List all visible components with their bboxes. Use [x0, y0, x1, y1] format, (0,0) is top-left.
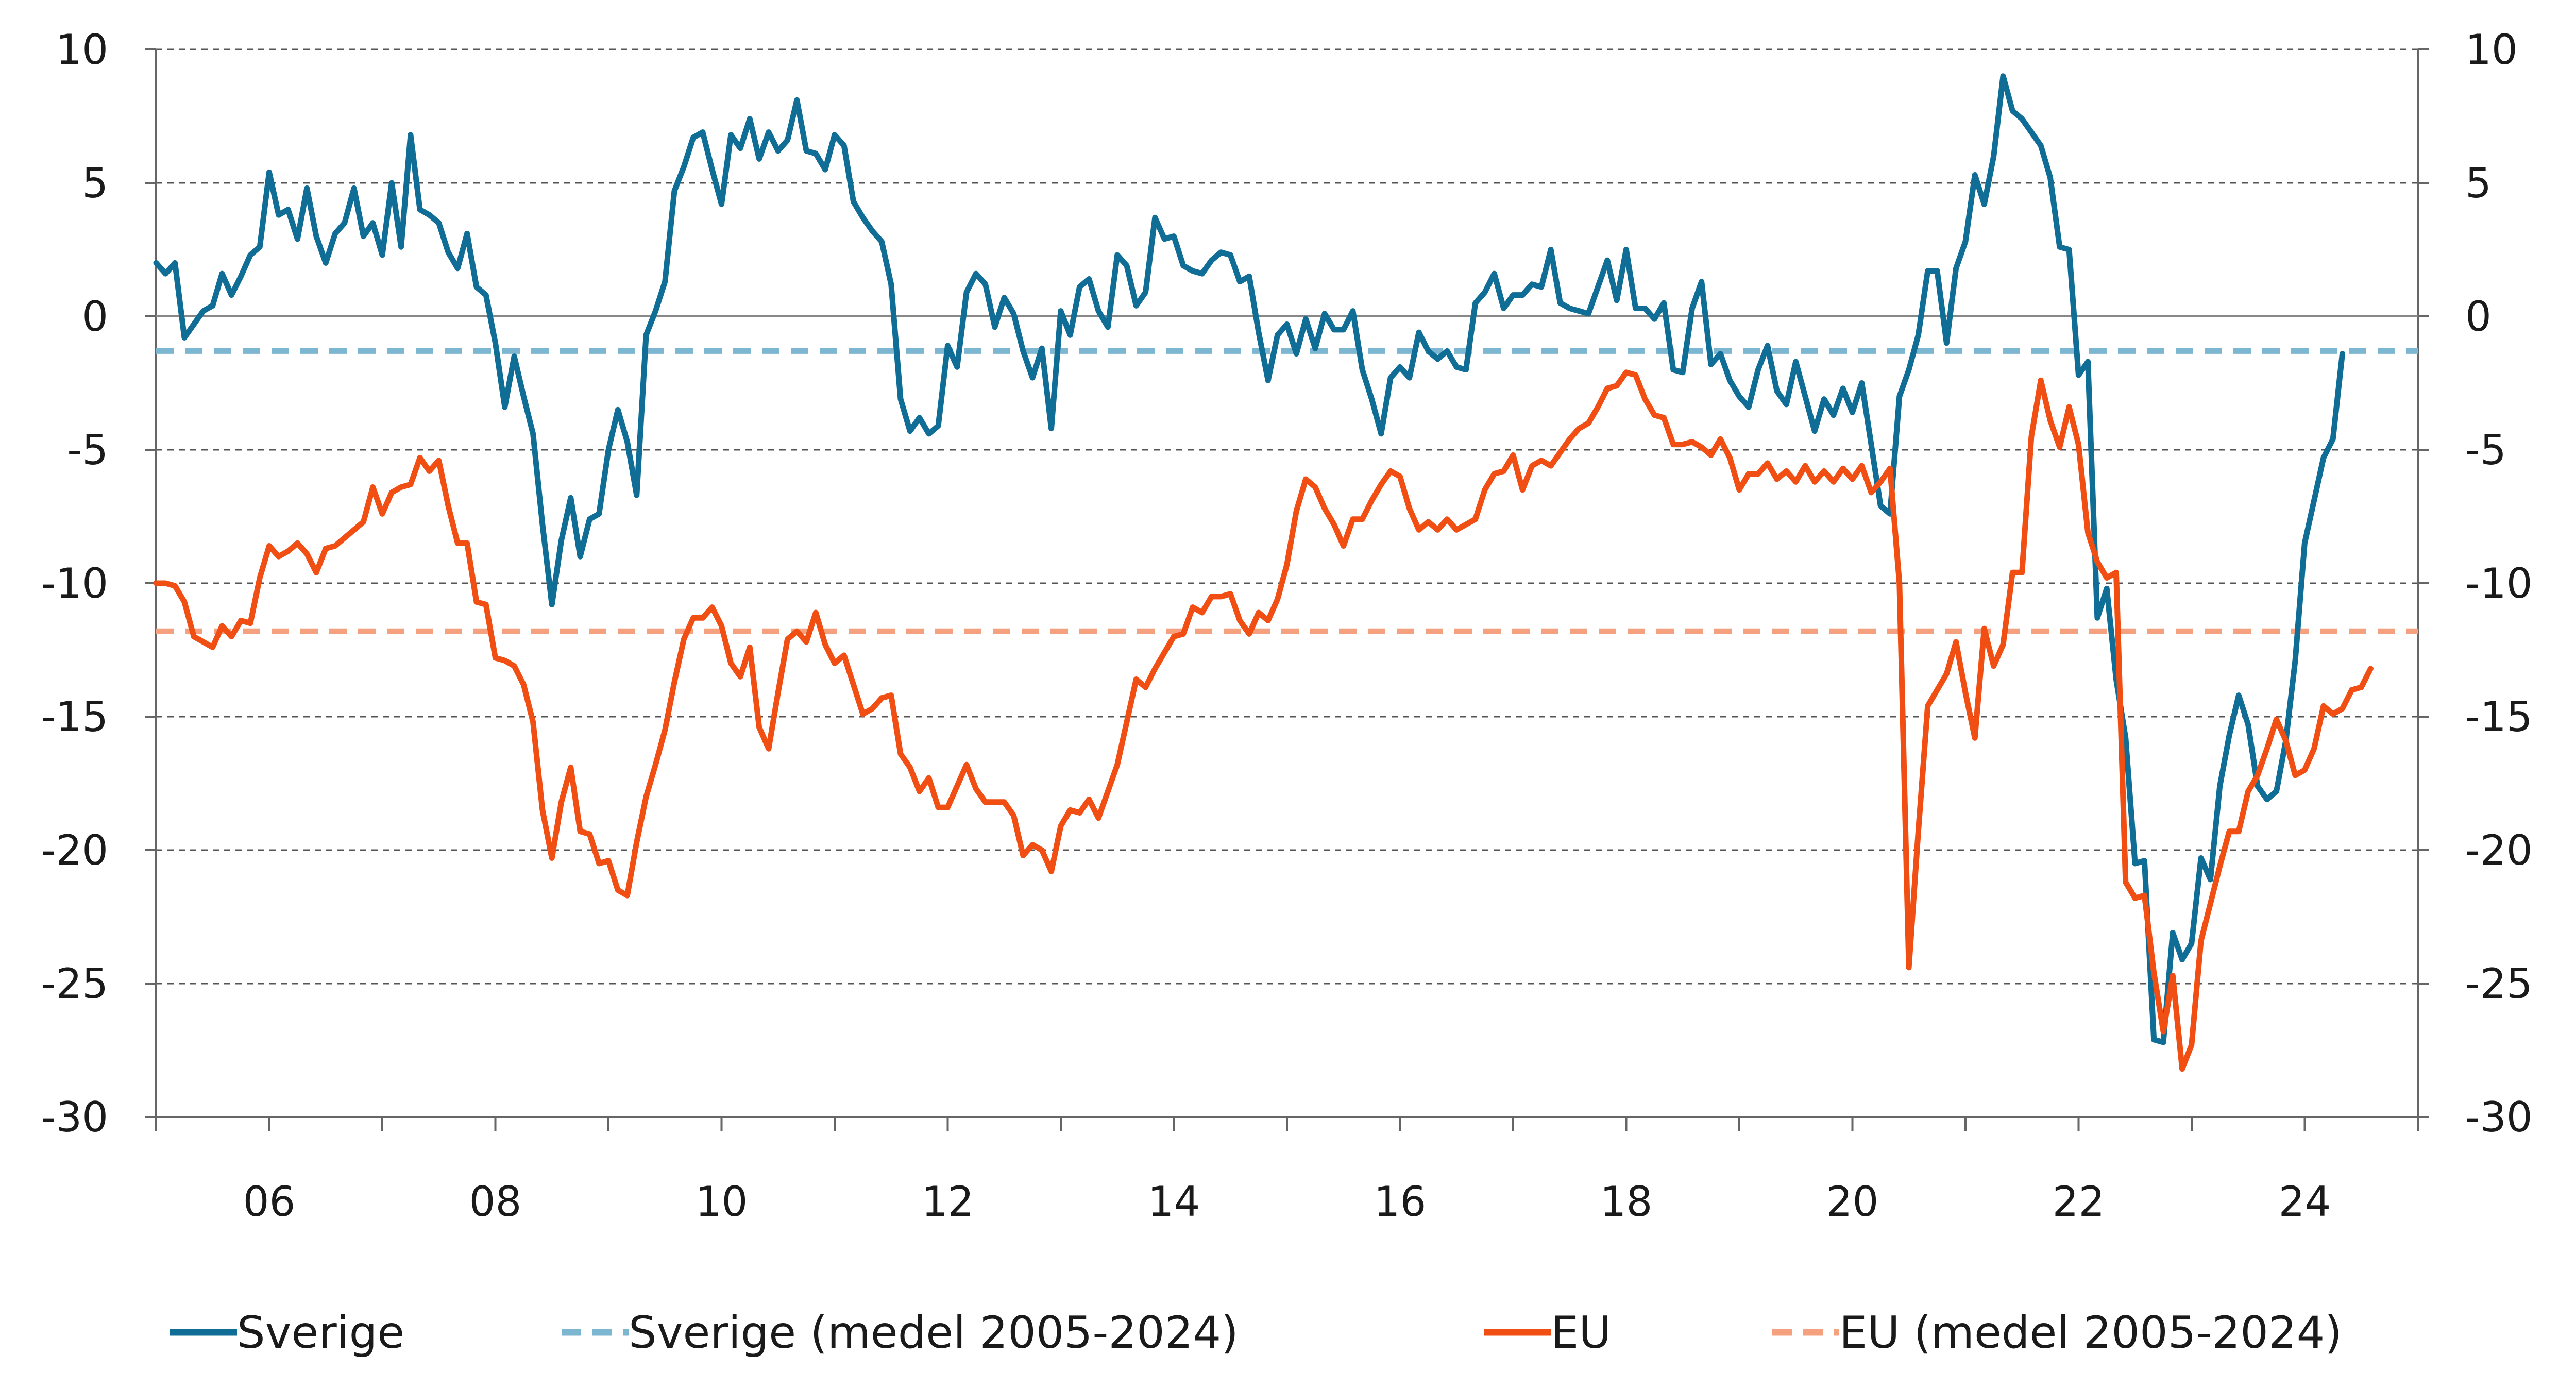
series-line-sverige: [153, 73, 2345, 1045]
x-tick-label: 12: [922, 1178, 974, 1226]
axes: [155, 49, 2419, 1118]
legend: Sverige Sverige (medel 2005-2024) EU EU (me…: [170, 1307, 2342, 1359]
legend-label: EU: [1551, 1307, 1611, 1359]
y-tick-label-left: 0: [82, 293, 108, 341]
legend-label: Sverige: [237, 1307, 404, 1359]
y-tick-label-left: -15: [41, 693, 108, 741]
y-tick-label-left: -30: [41, 1093, 108, 1141]
x-axis-ticks: 06 08 10 12 14 16 18 20 22 24: [155, 1117, 2419, 1226]
x-tick-label: 18: [1600, 1178, 1653, 1226]
y-tick-label-left: -20: [41, 826, 108, 874]
legend-label: Sverige (medel 2005-2024): [629, 1307, 1239, 1359]
series-line-eu: [153, 369, 2374, 1072]
legend-item: EU (medel 2005-2024): [1772, 1307, 2342, 1359]
y-tick-label-left: 5: [82, 159, 108, 207]
y-tick-label-right: -15: [2465, 693, 2533, 741]
series-layer: [153, 73, 2418, 1072]
legend-item: Sverige: [170, 1307, 404, 1359]
right-y-axis-ticks: 10 5 0 -5 -10 -15 -20 -25 -30: [2418, 26, 2533, 1141]
x-tick-label: 14: [1148, 1178, 1200, 1226]
y-tick-label-right: 10: [2465, 26, 2518, 74]
x-tick-label: 16: [1374, 1178, 1427, 1226]
y-tick-label-left: -25: [41, 960, 108, 1008]
y-tick-label-right: -5: [2465, 426, 2506, 474]
y-tick-label-right: -20: [2465, 826, 2533, 874]
x-tick-label: 08: [469, 1178, 522, 1226]
y-tick-label-right: -30: [2465, 1093, 2533, 1141]
y-tick-label-right: 5: [2465, 159, 2492, 207]
y-tick-label-right: -25: [2465, 960, 2533, 1008]
y-tick-label-left: -5: [67, 426, 108, 474]
x-tick-label: 20: [1826, 1178, 1879, 1226]
y-tick-label-left: -10: [41, 560, 108, 607]
gridlines: [156, 48, 2418, 985]
x-tick-label: 22: [2053, 1178, 2105, 1226]
legend-item: Sverige (medel 2005-2024): [562, 1307, 1239, 1359]
x-tick-label: 10: [696, 1178, 748, 1226]
y-tick-label-left: 10: [56, 26, 108, 74]
y-tick-label-right: -10: [2465, 560, 2533, 607]
y-tick-label-right: 0: [2465, 293, 2492, 341]
x-tick-label: 06: [243, 1178, 296, 1226]
legend-label: EU (medel 2005-2024): [1839, 1307, 2342, 1359]
left-y-axis-ticks: 10 5 0 -5 -10 -15 -20 -25 -30: [41, 26, 156, 1141]
x-tick-label: 24: [2279, 1178, 2331, 1226]
legend-item: EU: [1484, 1307, 1611, 1359]
